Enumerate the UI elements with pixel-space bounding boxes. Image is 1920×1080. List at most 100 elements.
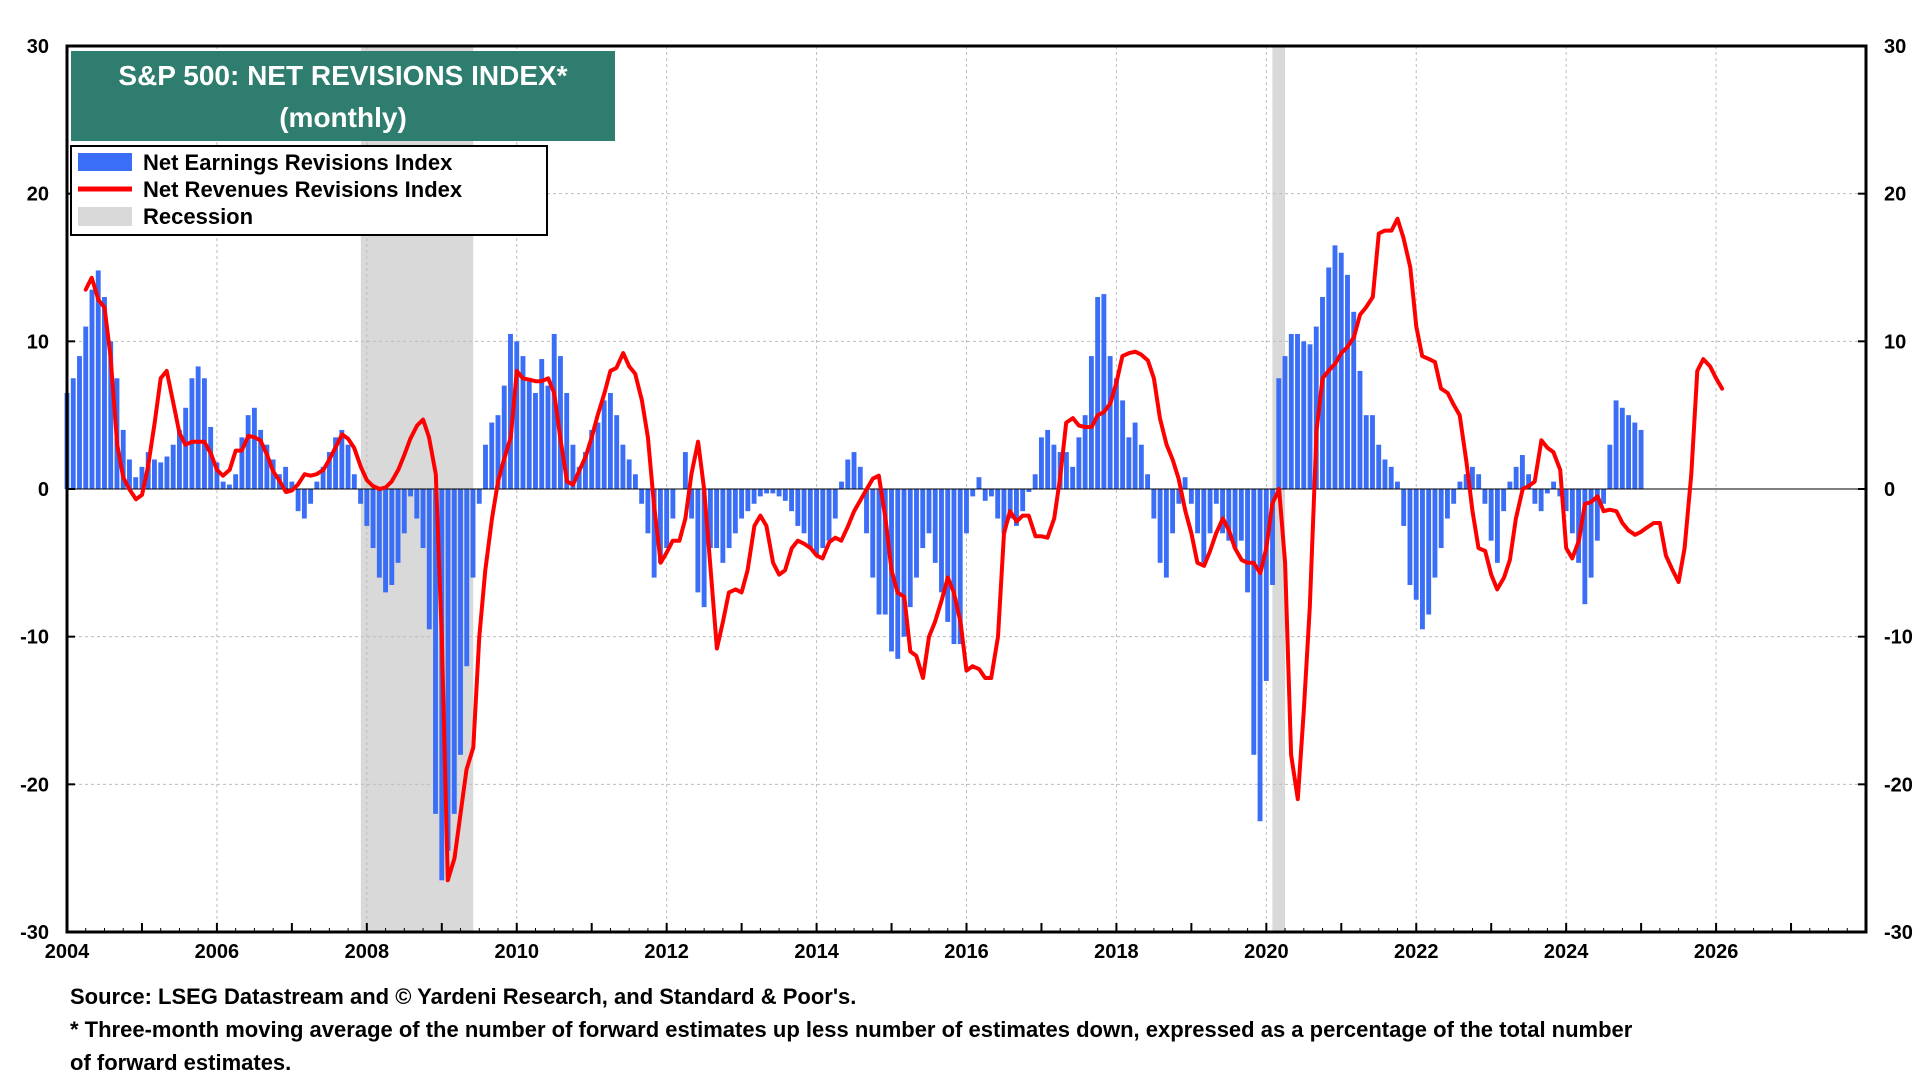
earnings-bar: [108, 341, 114, 489]
earnings-bar: [1576, 489, 1582, 563]
earnings-bar: [1132, 422, 1138, 489]
earnings-bar: [445, 489, 451, 851]
earnings-bar: [1282, 356, 1288, 489]
xtick-label-2024: 2024: [1544, 941, 1589, 963]
earnings-bar: [1007, 489, 1013, 519]
earnings-bar: [408, 489, 413, 497]
earnings-bar: [689, 489, 695, 519]
earnings-bar: [1163, 489, 1169, 578]
earnings-bar: [1032, 474, 1038, 489]
ytick-left-label: -30: [20, 922, 49, 944]
earnings-bar: [1095, 297, 1101, 489]
earnings-bar: [158, 462, 164, 489]
footnote-line-1: * Three-month moving average of the numb…: [70, 1017, 1633, 1042]
earnings-bar: [220, 481, 226, 489]
earnings-bar: [1382, 459, 1388, 489]
ytick-left-label: 20: [27, 184, 49, 206]
earnings-bar: [501, 385, 507, 489]
earnings-bar: [945, 489, 951, 622]
earnings-bar: [1088, 356, 1094, 489]
earnings-bar: [589, 429, 595, 489]
earnings-bar: [489, 422, 495, 489]
earnings-bar: [1076, 437, 1082, 489]
earnings-bar: [832, 489, 838, 519]
earnings-bar: [664, 489, 670, 549]
earnings-bar: [414, 489, 420, 519]
earnings-bar: [214, 462, 220, 489]
earnings-bar: [982, 489, 988, 501]
earnings-bar: [870, 489, 876, 578]
earnings-bar: [1513, 466, 1519, 489]
earnings-bar: [1488, 489, 1494, 541]
earnings-bar: [1332, 245, 1338, 489]
earnings-bar: [264, 444, 270, 489]
earnings-bar: [770, 489, 776, 494]
earnings-bar: [139, 466, 145, 489]
earnings-bar: [1113, 378, 1119, 489]
earnings-bar: [1357, 370, 1363, 489]
earnings-bar: [1276, 378, 1282, 489]
earnings-bar: [289, 481, 295, 489]
earnings-bar: [595, 422, 601, 489]
earnings-bar: [1526, 474, 1532, 489]
earnings-bar: [1494, 489, 1500, 563]
earnings-bar: [757, 489, 763, 497]
earnings-bar: [1338, 252, 1344, 489]
earnings-bar: [1020, 489, 1026, 512]
earnings-bar: [451, 489, 457, 814]
earnings-bar: [626, 459, 632, 489]
earnings-bar: [845, 459, 851, 489]
earnings-bar: [645, 489, 651, 534]
earnings-bar: [632, 474, 638, 489]
earnings-bar: [1538, 489, 1544, 512]
earnings-bar: [239, 437, 245, 489]
earnings-bar: [782, 489, 788, 501]
earnings-bar: [364, 489, 370, 526]
earnings-bar: [283, 466, 289, 489]
legend-earnings-label: Net Earnings Revisions Index: [143, 150, 453, 175]
earnings-bar: [320, 466, 326, 489]
earnings-bar: [807, 489, 813, 549]
earnings-bar: [920, 489, 926, 549]
earnings-bar: [433, 489, 438, 814]
earnings-bar: [651, 489, 657, 578]
earnings-bar: [1557, 489, 1563, 497]
earnings-bar: [1107, 356, 1113, 489]
earnings-bar: [876, 489, 882, 615]
earnings-bar: [326, 452, 332, 489]
earnings-bar: [1569, 489, 1575, 534]
earnings-bar: [614, 415, 620, 489]
earnings-bar: [1363, 415, 1369, 489]
legend-box: [70, 145, 548, 236]
earnings-bar: [1257, 489, 1263, 822]
xtick-label-2004: 2004: [45, 941, 90, 963]
ytick-left-label: 30: [27, 36, 49, 58]
earnings-bar: [1245, 489, 1250, 593]
earnings-bar: [745, 489, 751, 512]
earnings-bar: [1188, 489, 1194, 504]
earnings-bar: [1070, 466, 1076, 489]
xtick-label-2022: 2022: [1394, 941, 1439, 963]
ytick-right-label: 20: [1884, 184, 1906, 206]
earnings-bar: [1507, 481, 1513, 489]
earnings-bar: [1432, 489, 1438, 578]
earnings-bar: [420, 489, 426, 549]
earnings-bar: [1026, 489, 1032, 492]
earnings-bar: [1457, 481, 1463, 489]
earnings-bar: [1263, 489, 1269, 681]
chart-subtitle: (monthly): [279, 102, 407, 133]
earnings-bar: [657, 489, 663, 563]
earnings-bar: [301, 489, 307, 519]
earnings-bar: [195, 366, 201, 489]
earnings-bar: [851, 452, 857, 489]
earnings-bar: [989, 489, 994, 497]
earnings-bar: [583, 452, 588, 489]
earnings-bar: [1295, 333, 1300, 489]
earnings-bar: [1444, 489, 1450, 519]
earnings-bar: [1451, 489, 1457, 504]
earnings-bar: [1476, 474, 1482, 489]
earnings-bar: [764, 489, 770, 494]
earnings-bar: [1157, 489, 1163, 563]
earnings-bar: [976, 477, 982, 489]
earnings-bar: [789, 489, 795, 512]
